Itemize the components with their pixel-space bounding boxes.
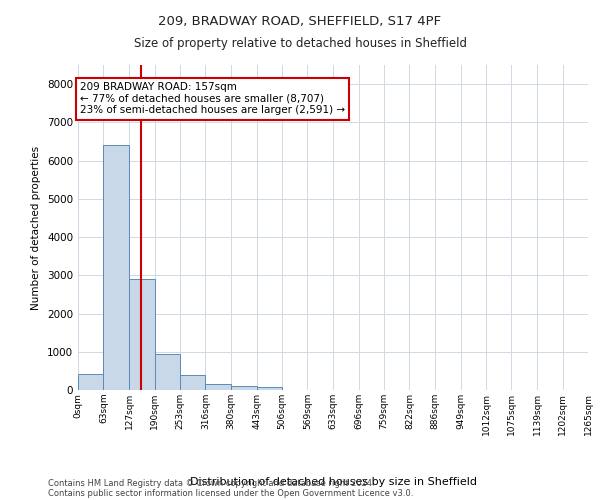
Text: 209, BRADWAY ROAD, SHEFFIELD, S17 4PF: 209, BRADWAY ROAD, SHEFFIELD, S17 4PF bbox=[158, 15, 442, 28]
Text: Contains HM Land Registry data © Crown copyright and database right 2024.: Contains HM Land Registry data © Crown c… bbox=[48, 478, 374, 488]
Bar bbox=[180, 376, 205, 390]
Text: Contains public sector information licensed under the Open Government Licence v3: Contains public sector information licen… bbox=[48, 488, 413, 498]
Bar bbox=[231, 386, 257, 390]
Text: 209 BRADWAY ROAD: 157sqm
← 77% of detached houses are smaller (8,707)
23% of sem: 209 BRADWAY ROAD: 157sqm ← 77% of detach… bbox=[80, 82, 345, 116]
Text: Size of property relative to detached houses in Sheffield: Size of property relative to detached ho… bbox=[133, 38, 467, 51]
X-axis label: Distribution of detached houses by size in Sheffield: Distribution of detached houses by size … bbox=[190, 476, 476, 486]
Y-axis label: Number of detached properties: Number of detached properties bbox=[31, 146, 41, 310]
Bar bbox=[103, 146, 129, 390]
Bar bbox=[129, 279, 155, 390]
Bar bbox=[155, 354, 180, 390]
Bar bbox=[78, 374, 103, 390]
Bar bbox=[257, 388, 282, 390]
Bar bbox=[205, 384, 231, 390]
